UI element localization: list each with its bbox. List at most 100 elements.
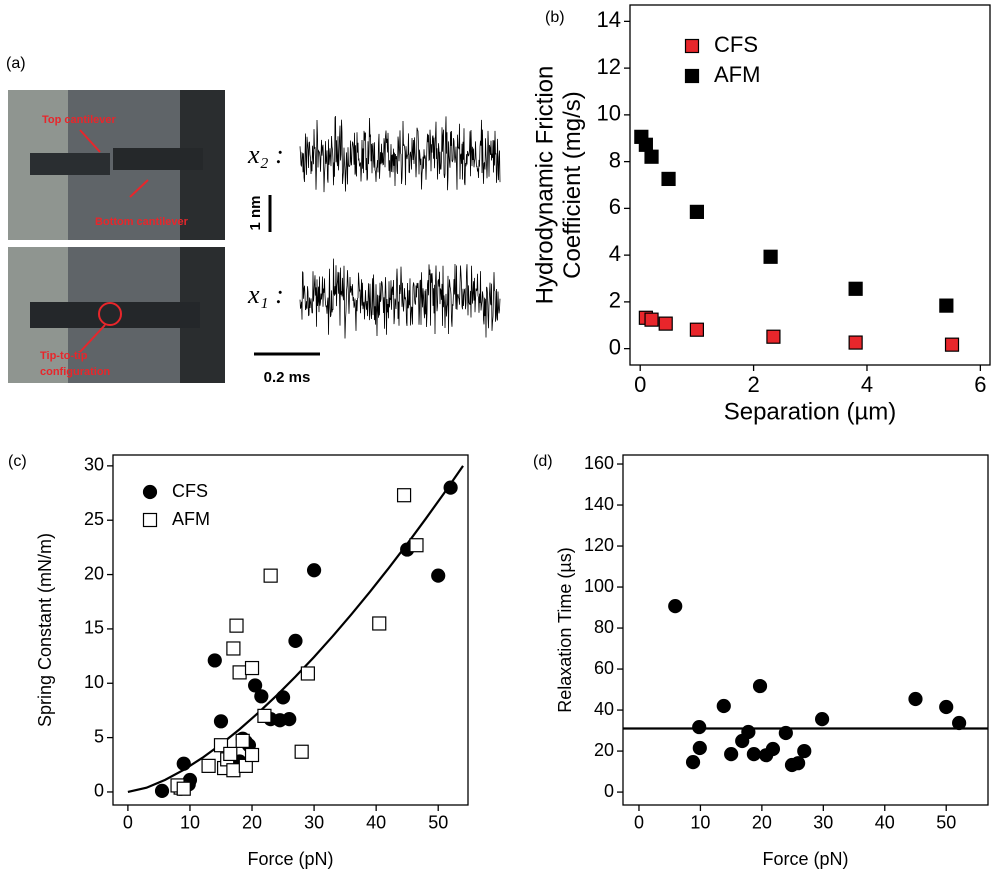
panel-label: (c) xyxy=(8,453,27,470)
x-tick-label: 10 xyxy=(180,813,200,833)
y-tick-label: 5 xyxy=(94,726,104,746)
point xyxy=(235,733,250,748)
tip-circle xyxy=(98,302,122,326)
point xyxy=(766,329,781,344)
y-tick-label: 80 xyxy=(594,617,614,637)
plot-frame xyxy=(629,4,991,366)
x-tick-label: 20 xyxy=(242,813,262,833)
traces xyxy=(299,115,501,339)
y-tick-label: 12 xyxy=(597,54,621,79)
point xyxy=(372,616,387,631)
x-tick-label: 40 xyxy=(875,813,895,833)
x-tick-label: 30 xyxy=(813,813,833,833)
y-tick-label: 8 xyxy=(609,147,621,172)
point xyxy=(275,690,291,705)
y-tick-label: 14 xyxy=(597,7,621,32)
y-tick-label: 10 xyxy=(84,672,104,692)
legend-label: AFM xyxy=(714,62,760,87)
y-axis-title: Hydrodynamic Friction xyxy=(532,66,559,305)
point xyxy=(306,563,322,578)
x-tick-label: 2 xyxy=(747,372,759,397)
noise-trace xyxy=(299,115,501,193)
point xyxy=(765,741,781,757)
x-tick-label: 20 xyxy=(752,813,772,833)
x-axis-title: Separation (µm) xyxy=(724,398,897,425)
point xyxy=(791,756,806,771)
point xyxy=(939,699,954,715)
x-tick-label: 40 xyxy=(366,813,386,833)
x-tick-label: 50 xyxy=(936,813,956,833)
y-tick-label: 2 xyxy=(609,288,621,313)
y-tick-label: 10 xyxy=(597,101,621,126)
y-tick-label: 20 xyxy=(84,563,104,583)
point xyxy=(644,149,659,164)
point xyxy=(661,171,676,187)
y-tick-label: 120 xyxy=(584,535,614,555)
point xyxy=(952,715,967,731)
y-axis-title: Coefficient (mg/s) xyxy=(559,91,586,279)
legend-label: AFM xyxy=(172,509,210,529)
y-tick-label: 4 xyxy=(609,241,621,266)
arrow xyxy=(79,129,101,153)
point xyxy=(431,568,446,583)
point xyxy=(763,249,778,264)
point xyxy=(244,660,260,676)
y-tick-label: 100 xyxy=(584,576,614,596)
x-tick-label: 0 xyxy=(634,372,646,397)
bottom-cantilever xyxy=(113,148,203,170)
y-tick-label: 30 xyxy=(84,455,104,475)
arrow xyxy=(79,324,106,353)
point xyxy=(263,568,278,583)
x-tick-label: 4 xyxy=(861,372,873,397)
panel-label: (b) xyxy=(545,9,565,26)
legend-marker xyxy=(142,512,158,528)
point xyxy=(272,713,288,728)
top-cantilever xyxy=(30,153,110,175)
y-tick-label: 0 xyxy=(604,781,614,801)
point xyxy=(848,281,863,296)
point xyxy=(207,653,222,668)
point xyxy=(443,480,458,495)
plot-frame xyxy=(622,454,989,806)
point xyxy=(724,747,739,762)
point xyxy=(814,711,830,727)
point xyxy=(223,746,238,762)
point xyxy=(797,743,812,759)
point xyxy=(409,538,424,553)
y-tick-label: 40 xyxy=(594,699,614,719)
legend-marker xyxy=(684,68,700,84)
point xyxy=(944,337,960,352)
y-tick-label: 6 xyxy=(609,194,621,219)
x-tick-label: 0 xyxy=(123,813,133,833)
panel-label: (d) xyxy=(533,453,553,470)
annotation: Top cantilever xyxy=(42,114,116,126)
y-tick-label: 0 xyxy=(609,334,621,359)
x-axis-title: Force (pN) xyxy=(247,849,333,869)
point xyxy=(300,666,315,681)
x-tick-label: 10 xyxy=(690,813,710,833)
scale-label: 1 nm xyxy=(247,195,264,230)
annotation: Bottom cantilever xyxy=(95,216,189,228)
point xyxy=(716,698,731,714)
point xyxy=(638,137,653,152)
point xyxy=(226,763,241,778)
y-axis-title: Relaxation Time (µs) xyxy=(555,547,575,712)
point xyxy=(232,665,247,680)
x-tick-label: 6 xyxy=(974,372,986,397)
point xyxy=(201,758,216,773)
point xyxy=(658,316,673,331)
point xyxy=(778,725,793,741)
y-axis-title: Spring Constant (mN/m) xyxy=(35,533,55,727)
noise-trace xyxy=(299,258,501,339)
point xyxy=(154,783,170,798)
annotation: Tip-to-tip xyxy=(40,350,88,362)
trace-label: x₁ : xyxy=(247,280,284,309)
panel-label: (a) xyxy=(6,55,26,72)
x-tick-label: 50 xyxy=(428,813,448,833)
plot-frame xyxy=(112,454,469,806)
point xyxy=(254,689,269,704)
arrow xyxy=(129,179,149,198)
point xyxy=(746,747,761,762)
legend-marker xyxy=(142,484,158,500)
